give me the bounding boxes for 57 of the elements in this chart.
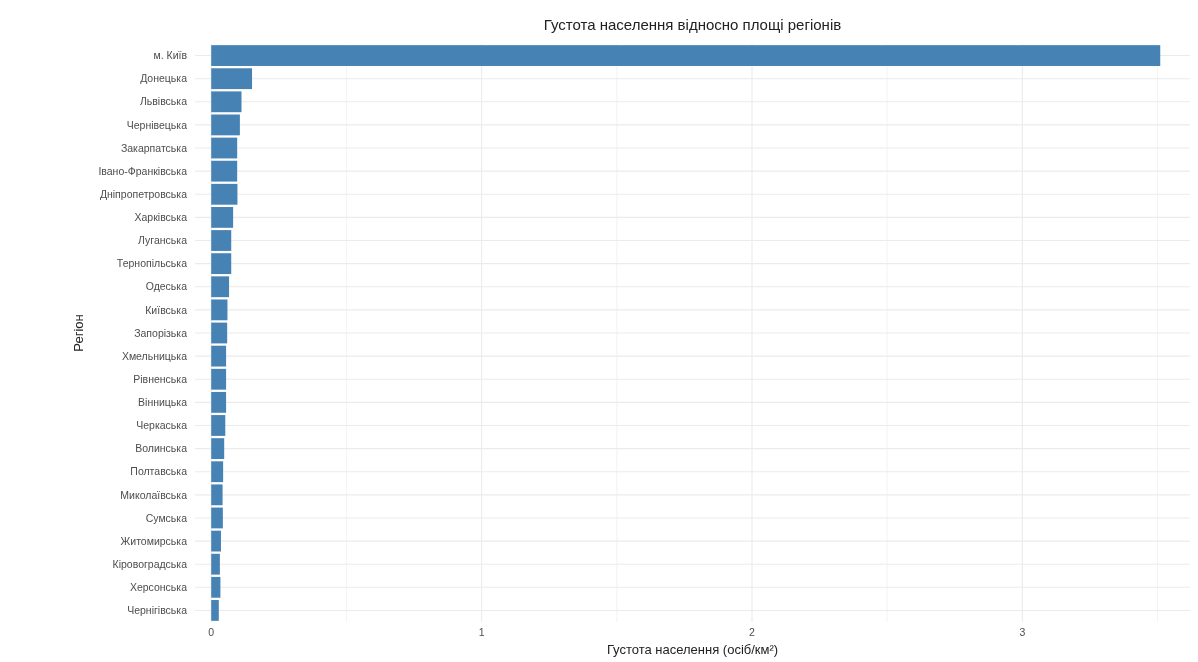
x-tick-label: 3	[1019, 626, 1026, 638]
bar	[211, 438, 225, 459]
y-tick-label: Миколаївська	[120, 488, 188, 501]
y-tick-label: Харківська	[134, 211, 188, 224]
y-tick-label: Чернігівська	[127, 604, 188, 617]
y-tick-label: Запорізька	[134, 326, 188, 339]
bar	[211, 576, 221, 598]
x-tick-label: 1	[478, 626, 485, 638]
bar	[211, 137, 238, 159]
bar	[211, 207, 234, 228]
y-tick-label: Донецька	[140, 72, 188, 85]
bar	[211, 391, 227, 413]
y-tick-label: Дніпропетровська	[99, 187, 188, 200]
y-tick-label: Івано-Франківська	[98, 164, 188, 177]
x-axis-title: Густота населення (осіб/км²)	[606, 642, 779, 657]
bar	[211, 322, 228, 344]
bar	[211, 461, 224, 483]
bar	[211, 276, 230, 298]
bar	[211, 600, 219, 621]
bar	[211, 507, 223, 529]
bar	[211, 484, 223, 506]
y-tick-label: Вінницька	[138, 396, 188, 409]
y-tick-label: Чернівецька	[126, 118, 188, 131]
bar	[211, 553, 220, 575]
bar	[211, 230, 232, 251]
bar	[211, 253, 232, 275]
bar	[211, 345, 227, 367]
y-tick-label: Закарпатська	[120, 141, 188, 154]
bar	[211, 530, 221, 552]
x-tick-label: 2	[749, 626, 756, 638]
y-tick-label: Сумська	[145, 511, 188, 524]
y-tick-label: Одеська	[145, 280, 188, 293]
y-tick-label: Кіровоградська	[112, 557, 188, 570]
bar	[211, 45, 1161, 66]
bar	[211, 68, 253, 90]
bar	[211, 91, 242, 113]
y-tick-label: Львівська	[139, 95, 188, 108]
y-tick-label: Херсонська	[129, 580, 188, 593]
y-axis-title: Регіон	[71, 314, 86, 352]
y-tick-label: м. Київ	[153, 49, 188, 62]
bar	[211, 114, 240, 136]
y-tick-label: Волинська	[135, 442, 188, 455]
y-tick-label: Полтавська	[130, 465, 188, 478]
y-tick-label: Київська	[145, 303, 188, 316]
y-tick-label: Черкаська	[136, 419, 188, 432]
bar	[211, 160, 238, 182]
y-tick-label: Тернопільська	[116, 257, 188, 270]
x-tick-label: 0	[208, 626, 215, 638]
bar	[211, 368, 227, 390]
bar	[211, 415, 226, 436]
y-tick-label: Луганська	[138, 234, 188, 247]
bar	[211, 183, 238, 205]
bar	[211, 299, 228, 321]
y-tick-label: Хмельницька	[121, 349, 188, 362]
y-tick-label: Житомирська	[120, 534, 188, 547]
chart-title: Густота населення відносно площі регіонів	[543, 16, 842, 33]
y-tick-label: Рівненська	[133, 372, 188, 385]
